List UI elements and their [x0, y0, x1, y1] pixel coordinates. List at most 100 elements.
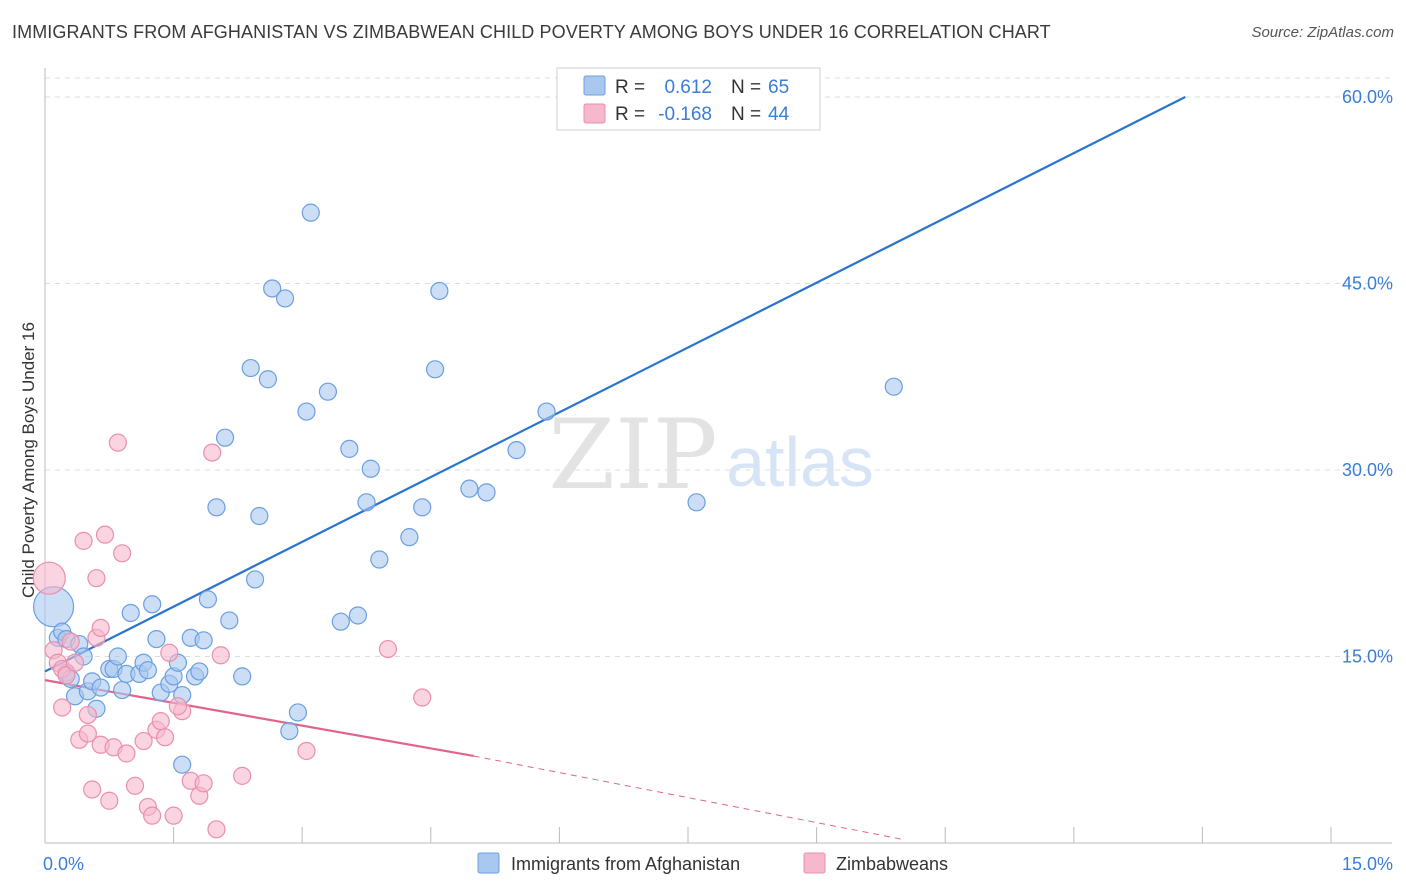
point-afghanistan	[194, 631, 213, 650]
point-afghanistan	[108, 647, 127, 666]
x-tick-label: 0.0%	[43, 854, 84, 874]
point-afghanistan	[121, 603, 140, 623]
point-afghanistan	[507, 441, 526, 460]
point-afghanistan	[190, 662, 209, 681]
y-tick-label: 15.0%	[1342, 647, 1393, 667]
point-afghanistan	[250, 506, 269, 526]
point-zimbabwe	[108, 433, 127, 452]
point-afghanistan	[215, 428, 235, 447]
point-afghanistan	[245, 570, 265, 589]
y-tick-label: 45.0%	[1342, 274, 1393, 294]
legend-bottom-label-zimbabwe: Zimbabweans	[836, 854, 948, 874]
point-zimbabwe	[78, 724, 97, 743]
chart-title: IMMIGRANTS FROM AFGHANISTAN VS ZIMBABWEA…	[12, 22, 1051, 42]
point-afghanistan	[537, 402, 556, 421]
point-zimbabwe	[207, 820, 226, 839]
point-afghanistan	[275, 289, 295, 308]
point-zimbabwe	[160, 643, 179, 662]
point-zimbabwe	[134, 731, 153, 751]
point-afghanistan	[413, 498, 432, 517]
point-afghanistan	[460, 479, 479, 498]
point-zimbabwe	[78, 705, 97, 725]
point-afghanistan	[280, 721, 299, 741]
point-afghanistan	[331, 612, 350, 631]
point-afghanistan	[301, 203, 320, 222]
point-zimbabwe	[87, 569, 106, 588]
legend-r-label: R =	[615, 104, 645, 125]
point-afghanistan	[425, 360, 445, 379]
point-afghanistan	[370, 550, 389, 569]
point-afghanistan	[258, 370, 278, 389]
legend-swatch-afghanistan	[583, 75, 606, 96]
point-zimbabwe	[32, 561, 66, 595]
point-afghanistan	[143, 595, 162, 614]
point-zimbabwe	[378, 639, 398, 659]
point-zimbabwe	[53, 698, 72, 717]
point-zimbabwe	[100, 791, 119, 810]
watermark-zip: ZIP	[548, 399, 717, 511]
point-afghanistan	[357, 493, 376, 512]
point-zimbabwe	[113, 544, 132, 563]
watermark-atlas: atlas	[726, 423, 874, 501]
point-afghanistan	[884, 377, 903, 396]
legend-bottom-swatch-afghanistan	[477, 852, 500, 874]
point-afghanistan	[138, 661, 157, 680]
point-afghanistan	[687, 493, 706, 512]
point-zimbabwe	[297, 741, 316, 761]
point-afghanistan	[220, 611, 239, 630]
legend-bottom: Immigrants from Afghanistan Zimbabweans	[477, 852, 948, 874]
point-afghanistan	[430, 281, 449, 301]
point-zimbabwe	[95, 525, 115, 544]
point-zimbabwe	[125, 776, 145, 795]
point-afghanistan	[147, 629, 166, 649]
legend-n-label: N =	[731, 77, 761, 98]
point-zimbabwe	[143, 806, 162, 825]
point-afghanistan	[263, 279, 282, 298]
point-afghanistan	[297, 402, 316, 421]
point-afghanistan	[400, 528, 419, 547]
data-points	[32, 203, 903, 839]
point-afghanistan	[113, 680, 132, 700]
point-zimbabwe	[413, 688, 432, 707]
point-zimbabwe	[155, 728, 175, 747]
point-zimbabwe	[211, 646, 230, 665]
point-zimbabwe	[65, 653, 85, 672]
point-afghanistan	[173, 755, 192, 774]
point-zimbabwe	[233, 766, 252, 785]
point-zimbabwe	[61, 632, 80, 651]
axes	[44, 68, 1392, 844]
point-zimbabwe	[117, 744, 136, 763]
point-afghanistan	[477, 483, 496, 502]
legend-swatch-zimbabwe	[583, 103, 606, 124]
legend-r-value: -0.168	[658, 104, 712, 125]
y-tick-label: 60.0%	[1342, 87, 1393, 107]
trendline-zimbabwe	[473, 755, 903, 840]
point-zimbabwe	[194, 774, 213, 793]
tick-labels: 15.0% 30.0% 45.0% 60.0% 0.0% 15.0%	[43, 87, 1393, 874]
legend-r-value: 0.612	[664, 77, 712, 98]
legend-top: R = 0.612 N = 65 R = -0.168 N = 44	[556, 67, 821, 131]
point-afghanistan	[340, 439, 359, 458]
legend-bottom-label-afghanistan: Immigrants from Afghanistan	[511, 854, 740, 874]
point-afghanistan	[233, 667, 252, 686]
point-zimbabwe	[203, 443, 222, 462]
point-afghanistan	[91, 678, 110, 697]
point-zimbabwe	[74, 531, 93, 550]
point-zimbabwe	[57, 666, 76, 685]
legend-n-value: 65	[768, 77, 789, 98]
legend-r-label: R =	[615, 77, 645, 98]
source-label: Source: ZipAtlas.com	[1251, 24, 1394, 41]
point-zimbabwe	[164, 806, 183, 825]
y-tick-label: 30.0%	[1342, 460, 1393, 480]
point-zimbabwe	[168, 697, 187, 716]
point-afghanistan	[241, 358, 260, 378]
point-zimbabwe	[91, 618, 110, 638]
point-afghanistan	[288, 703, 308, 722]
point-afghanistan	[198, 590, 217, 609]
legend-n-label: N =	[731, 104, 761, 125]
legend-n-value: 44	[768, 104, 790, 125]
point-afghanistan	[207, 498, 226, 517]
point-afghanistan	[348, 606, 368, 625]
x-tick-label: 15.0%	[1342, 854, 1393, 874]
trendline-afghanistan	[44, 96, 1186, 673]
